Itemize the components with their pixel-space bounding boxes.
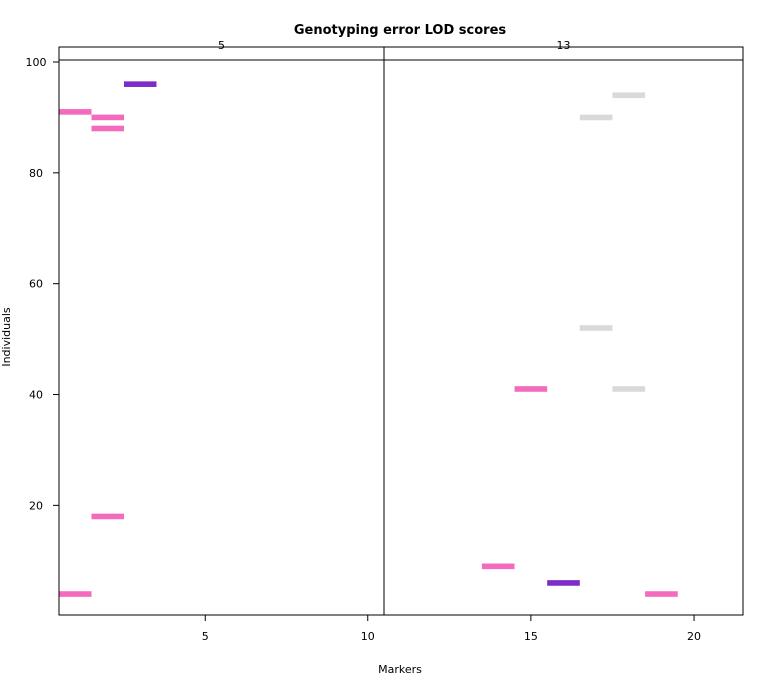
y-tick-label: 100 — [26, 56, 47, 69]
cell-marker-15-ind-41 — [514, 386, 548, 392]
strip-label: 13 — [557, 39, 571, 52]
cell-marker-3-ind-96 — [124, 81, 157, 87]
cell-marker-19-ind-4 — [645, 591, 678, 597]
cell-marker-1-ind-91 — [59, 109, 92, 115]
x-tick-label: 10 — [361, 630, 375, 643]
plot-layer: 5 5 10 13 15 20 20 40 60 80 100 — [26, 39, 744, 643]
panel-5: 5 5 10 — [58, 39, 385, 643]
y-axis-label: Individuals — [0, 307, 13, 367]
chart-title: Genotyping error LOD scores — [294, 23, 507, 38]
cell-marker-18-ind-94 — [612, 92, 646, 99]
x-tick-label: 15 — [524, 630, 538, 643]
y-axis: 20 40 60 80 100 — [26, 56, 59, 512]
panel-frame — [383, 59, 744, 616]
cell-marker-2-ind-18 — [91, 513, 124, 520]
y-tick-label: 80 — [29, 167, 43, 180]
cell-marker-2-ind-90 — [91, 114, 124, 121]
panel-13: 13 15 20 — [383, 39, 744, 643]
cell-marker-16-ind-6 — [547, 580, 580, 586]
y-tick-label: 20 — [29, 499, 43, 512]
x-axis-label: Markers — [378, 663, 422, 676]
cell-marker-17-ind-90 — [579, 114, 613, 121]
y-tick-label: 40 — [29, 389, 43, 402]
cell-marker-14-ind-9 — [481, 563, 515, 570]
y-tick-label: 60 — [29, 278, 43, 291]
cell-marker-1-ind-4 — [59, 591, 92, 597]
cell-marker-2-ind-88 — [91, 125, 124, 132]
cell-marker-18-ind-41 — [612, 386, 646, 392]
panel-frame — [58, 59, 385, 616]
x-tick-label: 5 — [202, 630, 209, 643]
x-tick-label: 20 — [687, 630, 701, 643]
strip-label: 5 — [218, 39, 225, 52]
cell-marker-17-ind-52 — [579, 325, 613, 331]
